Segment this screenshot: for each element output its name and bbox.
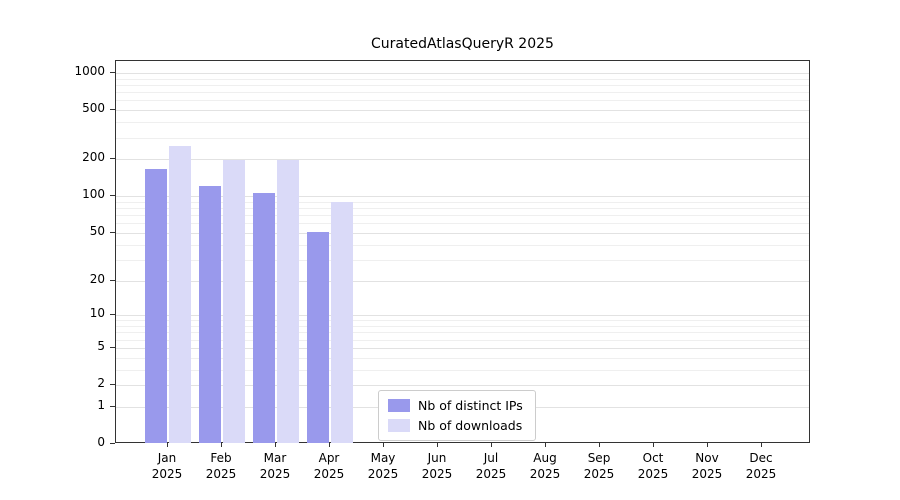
legend: Nb of distinct IPs Nb of downloads [378,390,536,441]
gridline [116,84,809,86]
x-axis-label-may: May 2025 [367,451,399,482]
y-axis-label: 1000 [74,64,105,78]
y-axis-tick [110,279,115,281]
y-axis-label: 20 [89,271,105,286]
gridline [116,320,809,322]
y-axis-tick [110,346,115,348]
bar-downloads-mar [277,160,299,443]
x-axis-tick [761,443,762,447]
x-axis-label-jun: Jun 2025 [421,451,453,482]
gridline [116,78,809,80]
gridline [116,259,809,261]
gridline [116,339,809,341]
y-axis-tick [110,109,115,111]
gridline [116,201,809,203]
x-axis-tick [653,443,654,447]
x-axis-label-nov: Nov 2025 [691,451,723,482]
x-axis-label-sep: Sep 2025 [583,451,615,482]
x-axis-label-oct: Oct 2025 [637,451,669,482]
gridline [116,244,809,246]
y-axis-label: 10 [89,306,105,321]
chart-title: CuratedAtlasQueryR 2025 [371,36,554,52]
x-axis-tick [329,443,330,447]
bar-distinct-ips-mar [253,192,275,443]
x-axis-tick [167,443,168,447]
x-axis-tick [599,443,600,447]
gridline [116,215,809,217]
bar-distinct-ips-apr [307,231,329,443]
y-axis-tick [110,384,115,385]
y-axis-tick [110,405,115,407]
gridline [116,92,809,94]
y-axis-tick [110,158,115,160]
gridline [116,196,809,198]
y-axis-tick [110,231,115,233]
x-axis-tick [707,443,708,447]
bar-downloads-apr [331,201,353,443]
x-axis-tick [491,443,492,447]
x-axis-label-dec: Dec 2025 [745,451,777,482]
x-axis-tick [437,443,438,447]
y-axis-label: 500 [82,101,105,116]
y-axis-label: 50 [89,223,105,238]
y-axis-tick [110,72,115,73]
gridline [116,315,809,317]
legend-label-distinct-ips: Nb of distinct IPs [418,398,523,413]
x-axis-tick [545,443,546,447]
gridline [116,208,809,210]
bar-distinct-ips-feb [199,186,221,443]
y-axis-tick [110,195,115,197]
x-axis-label-apr: Apr 2025 [313,451,345,482]
x-axis-label-aug: Aug 2025 [529,451,561,482]
gridline [116,137,809,139]
y-axis-label: 200 [82,150,105,165]
y-axis-label: 1 [97,397,105,412]
bar-distinct-ips-jan [145,169,167,443]
gridline [116,223,809,225]
x-axis-label-mar: Mar 2025 [259,451,291,482]
x-axis-label-jan: Jan 2025 [151,451,183,482]
x-axis-label-jul: Jul 2025 [475,451,507,482]
legend-item-distinct-ips: Nb of distinct IPs [388,398,523,413]
gridline [116,385,809,386]
gridline [116,73,809,74]
gridline [116,159,809,161]
x-axis-tick [275,443,276,447]
legend-item-downloads: Nb of downloads [388,418,523,433]
y-axis-tick [110,314,115,316]
legend-label-downloads: Nb of downloads [418,418,523,433]
legend-swatch-distinct-ips [388,399,410,412]
y-axis-label: 0 [97,435,105,449]
x-axis-tick [383,443,384,447]
y-axis-label: 100 [82,187,105,202]
plot-area [115,60,810,443]
gridline [116,280,809,282]
x-axis-label-feb: Feb 2025 [205,451,237,482]
gridline [116,369,809,371]
y-axis-label: 2 [97,376,105,390]
x-axis-tick [221,443,222,447]
gridline [116,110,809,112]
gridline [116,347,809,349]
bar-downloads-feb [223,160,245,443]
gridline [116,232,809,234]
bar-downloads-jan [169,146,191,443]
gridline [116,326,809,327]
legend-swatch-downloads [388,419,410,432]
gridline [116,122,809,124]
y-axis-tick [110,443,115,444]
y-axis-label: 5 [97,338,105,353]
gridline [116,357,809,359]
gridline [116,332,809,334]
gridline [116,100,809,102]
